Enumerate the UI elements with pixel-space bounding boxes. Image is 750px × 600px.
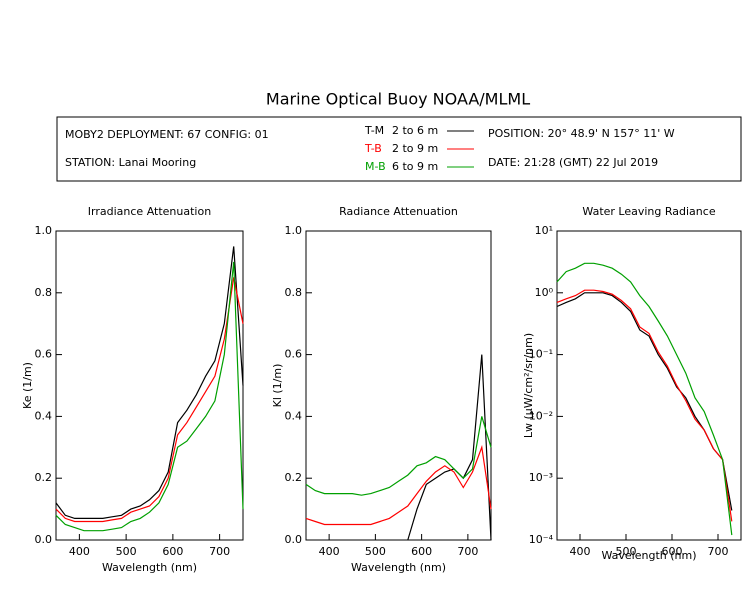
x-tick-label: 700 bbox=[708, 545, 729, 558]
series-line bbox=[55, 246, 244, 519]
y-tick-label: 0.4 bbox=[35, 409, 53, 422]
series-line bbox=[407, 354, 492, 541]
y-tick-label: 0.8 bbox=[285, 286, 303, 299]
legend-label: M-B bbox=[365, 160, 386, 173]
series-line bbox=[55, 261, 244, 532]
x-tick-label: 700 bbox=[209, 545, 230, 558]
x-axis-label: Wavelength (nm) bbox=[601, 549, 696, 562]
y-tick-label: 10⁻¹ bbox=[529, 348, 553, 361]
x-tick-label: 600 bbox=[162, 545, 183, 558]
y-tick-label: 10⁰ bbox=[535, 286, 554, 299]
y-tick-label: 10¹ bbox=[535, 224, 553, 237]
x-tick-label: 400 bbox=[69, 545, 90, 558]
series-line bbox=[556, 292, 733, 511]
legend-label: T-M bbox=[364, 124, 384, 137]
legend-label: T-B bbox=[364, 142, 382, 155]
x-axis-label: Wavelength (nm) bbox=[102, 561, 197, 574]
plot-frame bbox=[556, 230, 742, 541]
y-tick-label: 0.0 bbox=[35, 533, 53, 546]
y-tick-label: 10⁻³ bbox=[529, 471, 553, 484]
y-tick-label: 0.2 bbox=[35, 471, 53, 484]
y-tick-label: 10⁻² bbox=[529, 409, 553, 422]
series-line bbox=[55, 277, 244, 523]
legend-depth: 2 to 6 m bbox=[392, 124, 438, 137]
y-tick-label: 1.0 bbox=[285, 224, 303, 237]
info-box bbox=[56, 116, 742, 182]
y-axis-label: Ke (1/m) bbox=[21, 362, 34, 409]
x-tick-label: 500 bbox=[365, 545, 386, 558]
x-tick-label: 400 bbox=[319, 545, 340, 558]
x-tick-label: 600 bbox=[411, 545, 432, 558]
x-tick-label: 700 bbox=[457, 545, 478, 558]
x-tick-label: 600 bbox=[662, 545, 683, 558]
x-axis-label: Wavelength (nm) bbox=[351, 561, 446, 574]
plot-frame bbox=[55, 230, 244, 541]
y-tick-label: 1.0 bbox=[35, 224, 53, 237]
panel-title: Water Leaving Radiance bbox=[582, 205, 715, 218]
date: DATE: 21:28 (GMT) 22 Jul 2019 bbox=[488, 156, 658, 169]
position: POSITION: 20° 48.9' N 157° 11' W bbox=[488, 127, 675, 140]
legend-depth: 6 to 9 m bbox=[392, 160, 438, 173]
series-line bbox=[305, 416, 492, 496]
y-tick-label: 0.4 bbox=[285, 409, 303, 422]
station: STATION: Lanai Mooring bbox=[65, 156, 196, 169]
series-line bbox=[556, 289, 733, 522]
panel-title: Irradiance Attenuation bbox=[88, 205, 211, 218]
panel-title: Radiance Attenuation bbox=[339, 205, 458, 218]
x-tick-label: 500 bbox=[616, 545, 637, 558]
series-line bbox=[305, 444, 492, 526]
y-tick-label: 0.8 bbox=[35, 286, 53, 299]
plot-frame bbox=[305, 230, 492, 541]
y-axis-label: Kl (1/m) bbox=[271, 364, 284, 408]
y-tick-label: 0.6 bbox=[285, 348, 303, 361]
y-tick-label: 10⁻⁴ bbox=[529, 533, 554, 546]
legend-depth: 2 to 9 m bbox=[392, 142, 438, 155]
x-tick-label: 400 bbox=[570, 545, 591, 558]
y-tick-label: 0.0 bbox=[285, 533, 303, 546]
page-title: Marine Optical Buoy NOAA/MLML bbox=[266, 90, 530, 109]
x-tick-label: 500 bbox=[116, 545, 137, 558]
series-line bbox=[556, 262, 733, 536]
y-tick-label: 0.2 bbox=[285, 471, 303, 484]
y-tick-label: 0.6 bbox=[35, 348, 53, 361]
y-axis-label: Lw (μW/cm²/sr/nm) bbox=[522, 333, 535, 438]
deployment: MOBY2 DEPLOYMENT: 67 CONFIG: 01 bbox=[65, 128, 269, 141]
